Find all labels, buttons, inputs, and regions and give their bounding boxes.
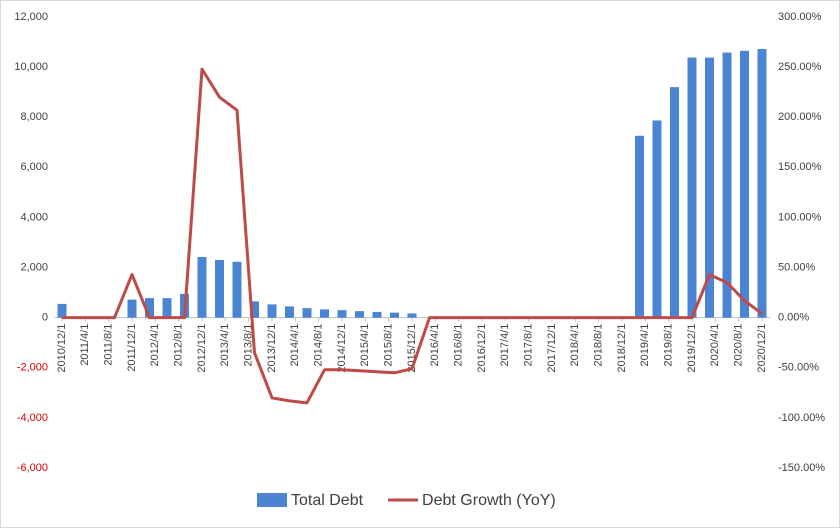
x-tick-label: 2015/8/1 (383, 324, 395, 367)
bar (302, 308, 312, 318)
x-tick-label: 2013/8/1 (243, 324, 255, 367)
y2-tick-label: -50.00% (778, 362, 819, 374)
bar (285, 306, 294, 318)
x-tick-label: 2018/8/1 (593, 324, 605, 367)
y2-tick-label: 50.00% (778, 261, 816, 273)
bar (407, 313, 417, 318)
x-tick-label: 2014/12/1 (336, 324, 348, 373)
bar (337, 310, 347, 318)
y-tick-label: 4,000 (20, 211, 48, 223)
bar (687, 57, 697, 318)
bar (162, 298, 172, 318)
x-tick-label: 2016/4/1 (429, 324, 441, 367)
x-tick-label: 2017/12/1 (546, 324, 558, 373)
y-tick-label: 10,000 (14, 61, 48, 73)
x-tick-label: 2011/8/1 (103, 324, 115, 366)
x-tick-label: 2020/12/1 (756, 324, 768, 373)
x-tick-label: 2020/4/1 (709, 324, 721, 367)
y2-tick-label: 100.00% (778, 211, 822, 223)
x-tick-label: 2020/8/1 (733, 324, 745, 367)
bar (57, 303, 67, 318)
x-tick-label: 2012/8/1 (173, 324, 185, 367)
bar (722, 52, 732, 318)
y-tick-label: 12,000 (14, 11, 48, 23)
x-tick-label: 2012/4/1 (149, 324, 161, 367)
legend-label: Total Debt (291, 492, 364, 509)
x-tick-label: 2016/12/1 (476, 324, 488, 373)
bar (320, 309, 329, 318)
y2-tick-label: -100.00% (778, 412, 825, 424)
bar (757, 49, 767, 318)
y2-tick-label: -150.00% (778, 462, 825, 474)
x-tick-label: 2019/4/1 (639, 324, 651, 367)
y2-tick-label: 0.00% (778, 312, 809, 324)
y-tick-label: 2,000 (20, 261, 48, 273)
y2-tick-label: 150.00% (778, 161, 822, 173)
y-tick-label: 6,000 (20, 161, 48, 173)
x-tick-label: 2019/12/1 (686, 324, 698, 373)
bar (705, 57, 714, 318)
bar (355, 311, 364, 318)
y2-tick-label: 300.00% (778, 11, 822, 23)
y-tick-label: 0 (42, 312, 48, 324)
x-tick-label: 2014/8/1 (313, 324, 325, 367)
x-tick-label: 2016/8/1 (453, 324, 465, 367)
x-tick-label: 2018/4/1 (569, 324, 581, 367)
bar (250, 301, 259, 318)
bar (215, 260, 224, 318)
y-tick-label: -4,000 (17, 412, 48, 424)
y2-tick-label: 200.00% (778, 111, 822, 123)
bar (127, 299, 137, 318)
bar (390, 312, 399, 318)
y-tick-label: -6,000 (17, 462, 48, 474)
y-tick-label: 8,000 (20, 111, 48, 123)
x-tick-label: 2018/12/1 (616, 324, 628, 373)
y2-tick-label: 250.00% (778, 61, 822, 73)
bar (740, 50, 749, 318)
y-tick-label: -2,000 (17, 362, 48, 374)
bar (372, 311, 382, 318)
x-tick-label: 2015/4/1 (359, 324, 371, 367)
x-tick-label: 2010/12/1 (56, 324, 68, 373)
bar (267, 304, 277, 318)
line (62, 67, 763, 405)
bar (232, 261, 242, 318)
x-tick-label: 2011/12/1 (126, 324, 138, 372)
bar (652, 120, 662, 318)
bar (145, 298, 154, 318)
x-tick-label: 2012/12/1 (196, 324, 208, 373)
x-tick-label: 2011/4/1 (79, 324, 91, 366)
bar (197, 257, 207, 318)
legend-swatch (257, 493, 287, 507)
x-tick-label: 2013/12/1 (266, 324, 278, 373)
x-tick-label: 2019/8/1 (663, 324, 675, 367)
x-tick-label: 2017/4/1 (499, 324, 511, 367)
x-tick-label: 2014/4/1 (289, 324, 301, 367)
legend-label: Debt Growth (YoY) (422, 492, 556, 509)
x-tick-label: 2017/8/1 (523, 324, 535, 367)
x-tick-label: 2013/4/1 (219, 324, 231, 367)
bar (635, 135, 644, 318)
bar (670, 87, 679, 318)
